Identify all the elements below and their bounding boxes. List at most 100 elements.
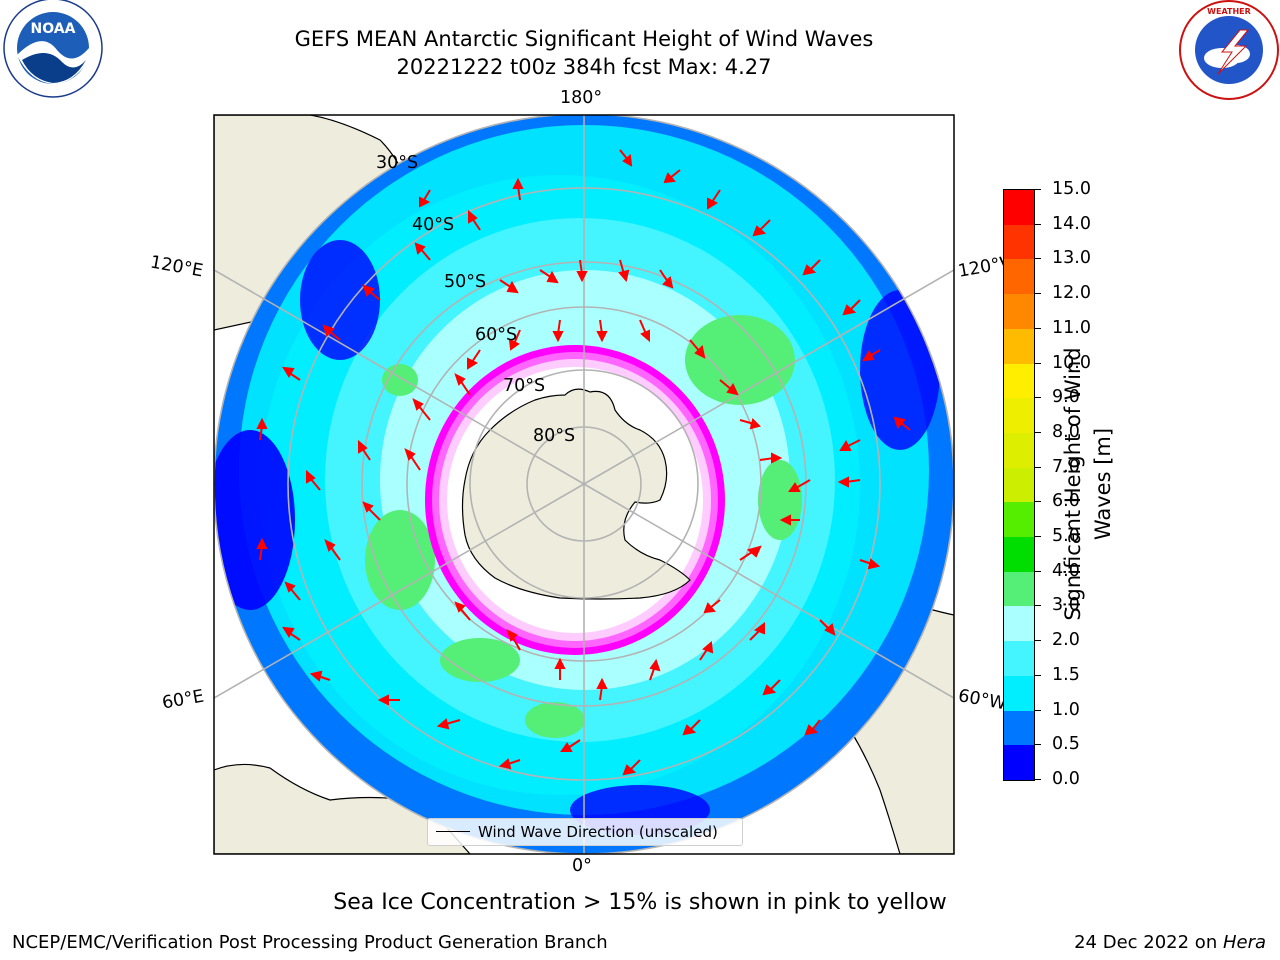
footer-credit: NCEP/EMC/Verification Post Processing Pr… bbox=[12, 932, 608, 953]
colorbar-tick-mark bbox=[1034, 709, 1041, 711]
colorbar-bin bbox=[1004, 259, 1034, 295]
lon-label-bottom: 0° bbox=[572, 856, 592, 876]
colorbar-bin bbox=[1004, 537, 1034, 572]
wave-arrow bbox=[508, 329, 521, 351]
colorbar-tick-mark bbox=[1034, 640, 1041, 642]
wave-arrow bbox=[576, 259, 588, 283]
wave-arrow bbox=[499, 279, 519, 294]
lat-label: 40°S bbox=[412, 215, 454, 235]
wave-arrow bbox=[749, 622, 765, 641]
wave-arrow bbox=[739, 545, 762, 561]
wave-arrow bbox=[703, 599, 721, 614]
wave-arrow bbox=[839, 439, 861, 451]
colorbar-tick-label: 10.0 bbox=[1052, 352, 1091, 373]
wave-arrow bbox=[467, 349, 481, 370]
colorbar-bin bbox=[1004, 675, 1034, 711]
wave-arrow bbox=[893, 416, 911, 431]
colorbar-tick-mark bbox=[1034, 327, 1041, 329]
colorbar bbox=[1003, 189, 1035, 781]
colorbar-bin bbox=[1004, 571, 1034, 607]
wave-arrow bbox=[322, 324, 341, 341]
map-legend: Wind Wave Direction (unscaled) bbox=[427, 818, 743, 846]
colorbar-tick-label: 2.0 bbox=[1052, 630, 1080, 651]
footer-machine: Hera bbox=[1222, 932, 1266, 953]
colorbar-tick-mark bbox=[1034, 189, 1041, 190]
wave-arrow bbox=[663, 169, 681, 184]
wave-arrow bbox=[699, 641, 714, 661]
colorbar-tick-label: 0.5 bbox=[1052, 734, 1080, 755]
colorbar-tick-mark bbox=[1034, 501, 1041, 503]
wave-arrow bbox=[596, 677, 608, 701]
colorbar-bin bbox=[1004, 328, 1034, 364]
colorbar-tick-mark bbox=[1034, 431, 1041, 433]
colorbar-tick-mark bbox=[1034, 466, 1041, 468]
wave-arrow bbox=[454, 601, 471, 621]
colorbar-bin bbox=[1004, 190, 1034, 225]
colorbar-tick-label: 13.0 bbox=[1052, 248, 1091, 269]
wave-arrow bbox=[752, 219, 771, 237]
wave-arrow bbox=[324, 539, 341, 561]
colorbar-bin bbox=[1004, 432, 1034, 468]
colorbar-label-line2: Waves [m] bbox=[1091, 427, 1115, 541]
colorbar-bin bbox=[1004, 467, 1034, 503]
colorbar-label-line1: Significant Height of Wind bbox=[1061, 347, 1085, 621]
colorbar-tick-label: 1.0 bbox=[1052, 699, 1080, 720]
wave-arrow bbox=[649, 658, 661, 681]
colorbar-tick-mark bbox=[1034, 293, 1041, 295]
ice-caption: Sea Ice Concentration > 15% is shown in … bbox=[333, 890, 947, 915]
lon-label-top: 180° bbox=[560, 88, 603, 108]
wave-arrow bbox=[689, 339, 706, 359]
wave-arrow bbox=[506, 629, 521, 651]
colorbar-bin bbox=[1004, 363, 1034, 399]
chart-subtitle: 20221222 t00z 384h fcst Max: 4.27 bbox=[396, 55, 772, 79]
colorbar-bin bbox=[1004, 606, 1034, 642]
lat-label: 30°S bbox=[376, 153, 418, 173]
wave-arrow bbox=[412, 398, 431, 421]
colorbar-tick-mark bbox=[1034, 744, 1041, 746]
wave-arrow bbox=[560, 739, 581, 752]
legend-line-swatch bbox=[436, 831, 470, 832]
wave-arrow bbox=[682, 719, 701, 736]
wave-arrow bbox=[256, 417, 268, 441]
wave-arrow bbox=[719, 379, 739, 396]
chart-title: GEFS MEAN Antarctic Significant Height o… bbox=[294, 27, 874, 51]
colorbar-bin bbox=[1004, 502, 1034, 538]
wave-arrow bbox=[819, 619, 836, 636]
colorbar-tick-mark bbox=[1034, 258, 1041, 260]
colorbar-tick-label: 7.0 bbox=[1052, 456, 1080, 477]
footer-date: 24 Dec 2022 on Hera bbox=[1074, 932, 1266, 953]
wave-arrow bbox=[414, 242, 431, 261]
wave-arrow bbox=[622, 759, 641, 776]
colorbar-tick-label: 0.0 bbox=[1052, 769, 1080, 789]
wave-arrow bbox=[498, 758, 521, 770]
colorbar-tick-mark bbox=[1034, 570, 1041, 572]
nws-logo: WEATHER bbox=[1178, 0, 1280, 102]
wave-arrow bbox=[552, 319, 564, 343]
wave-arrow bbox=[362, 501, 381, 521]
wind-wave-arrows bbox=[256, 149, 911, 776]
wave-arrow bbox=[454, 373, 471, 396]
colorbar-tick-label: 8.0 bbox=[1052, 421, 1080, 442]
colorbar-tick-label: 12.0 bbox=[1052, 283, 1091, 304]
wave-arrow bbox=[762, 679, 781, 696]
wave-arrow bbox=[842, 299, 861, 316]
colorbar-bin bbox=[1004, 398, 1034, 433]
wave-arrow bbox=[554, 657, 566, 680]
wave-arrow bbox=[284, 581, 301, 601]
colorbar-tick-mark bbox=[1034, 674, 1041, 676]
longitude-gridlines bbox=[214, 115, 954, 854]
latitude-labels: 30°S 40°S 50°S 60°S 70°S 80°S bbox=[376, 153, 575, 446]
antarctica-land bbox=[461, 388, 691, 600]
wave-arrow bbox=[404, 448, 421, 471]
colorbar-tick-label: 6.0 bbox=[1052, 491, 1080, 512]
wave-arrow bbox=[779, 514, 800, 526]
colorbar-tick-label: 11.0 bbox=[1052, 317, 1091, 338]
colorbar-tick-label: 14.0 bbox=[1052, 213, 1091, 234]
wave-arrow bbox=[759, 452, 783, 464]
wave-arrow bbox=[859, 558, 881, 570]
colorbar-tick-mark bbox=[1034, 223, 1041, 225]
colorbar-bin bbox=[1004, 641, 1034, 676]
colorbar-tick-label: 4.0 bbox=[1052, 560, 1080, 581]
wave-arrow bbox=[802, 259, 821, 276]
